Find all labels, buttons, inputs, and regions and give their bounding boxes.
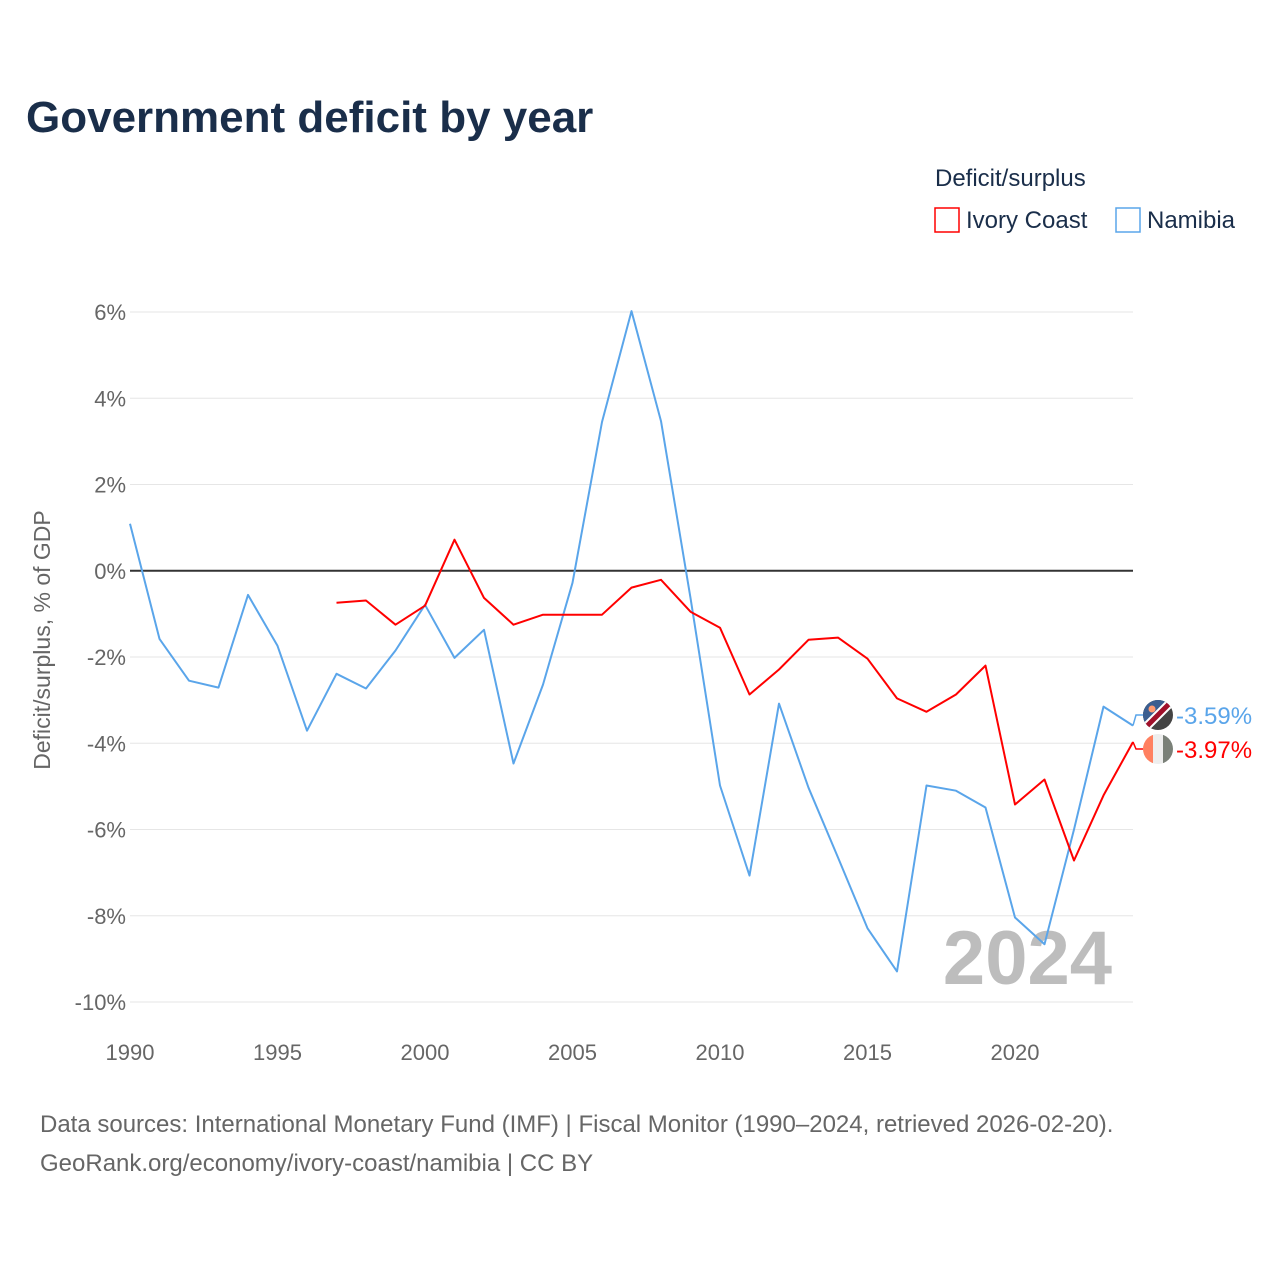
y-tick-label: 2% — [94, 473, 126, 498]
y-tick-label: -8% — [87, 904, 126, 929]
x-tick-label: 2005 — [548, 1040, 597, 1065]
y-tick-label: -6% — [87, 818, 126, 843]
series-lines: -3.59% -3.97% — [129, 310, 1252, 973]
x-tick-label: 2015 — [843, 1040, 892, 1065]
legend-title: Deficit/surplus — [935, 165, 1086, 192]
y-tick-label: -10% — [75, 990, 126, 1015]
end-connector — [1132, 741, 1143, 750]
x-tick-label: 1990 — [106, 1040, 155, 1065]
end-connector — [1132, 714, 1143, 726]
end-value-label: -3.97% — [1176, 737, 1252, 764]
year-watermark: 2024 — [943, 916, 1112, 1001]
y-tick-label: -2% — [87, 645, 126, 670]
ivory-coast-flag-icon — [1143, 734, 1173, 764]
chart-title: Government deficit by year — [26, 93, 593, 142]
x-tick-label: 1995 — [253, 1040, 302, 1065]
source-url[interactable]: GeoRank.org/economy/ivory-coast/namibia … — [40, 1150, 593, 1177]
y-tick-label: 0% — [94, 559, 126, 584]
legend-item-label: Ivory Coast — [966, 207, 1088, 234]
end-value-label: -3.59% — [1176, 703, 1252, 730]
series-line-ivory-coast — [336, 538, 1134, 862]
source-line: Data sources: International Monetary Fun… — [40, 1111, 1113, 1138]
x-tick-label: 2010 — [696, 1040, 745, 1065]
x-axis: 1990 1995 2000 2005 2010 2015 2020 — [106, 1040, 1040, 1065]
grid: 6% 4% 2% 0% -2% -4% -6% -8% -10% — [75, 300, 1133, 1015]
legend-item-label: Namibia — [1147, 207, 1236, 234]
y-axis-label: Deficit/surplus, % of GDP — [29, 510, 55, 769]
y-tick-label: 4% — [94, 386, 126, 411]
y-tick-label: -4% — [87, 731, 126, 756]
legend: Ivory Coast Namibia — [934, 207, 1236, 234]
legend-swatch — [1115, 207, 1141, 233]
x-tick-label: 2000 — [401, 1040, 450, 1065]
namibia-flag-icon — [1143, 700, 1173, 730]
y-tick-label: 6% — [94, 300, 126, 325]
x-tick-label: 2020 — [991, 1040, 1040, 1065]
series-line-namibia — [129, 310, 1134, 973]
legend-swatch — [934, 207, 960, 233]
